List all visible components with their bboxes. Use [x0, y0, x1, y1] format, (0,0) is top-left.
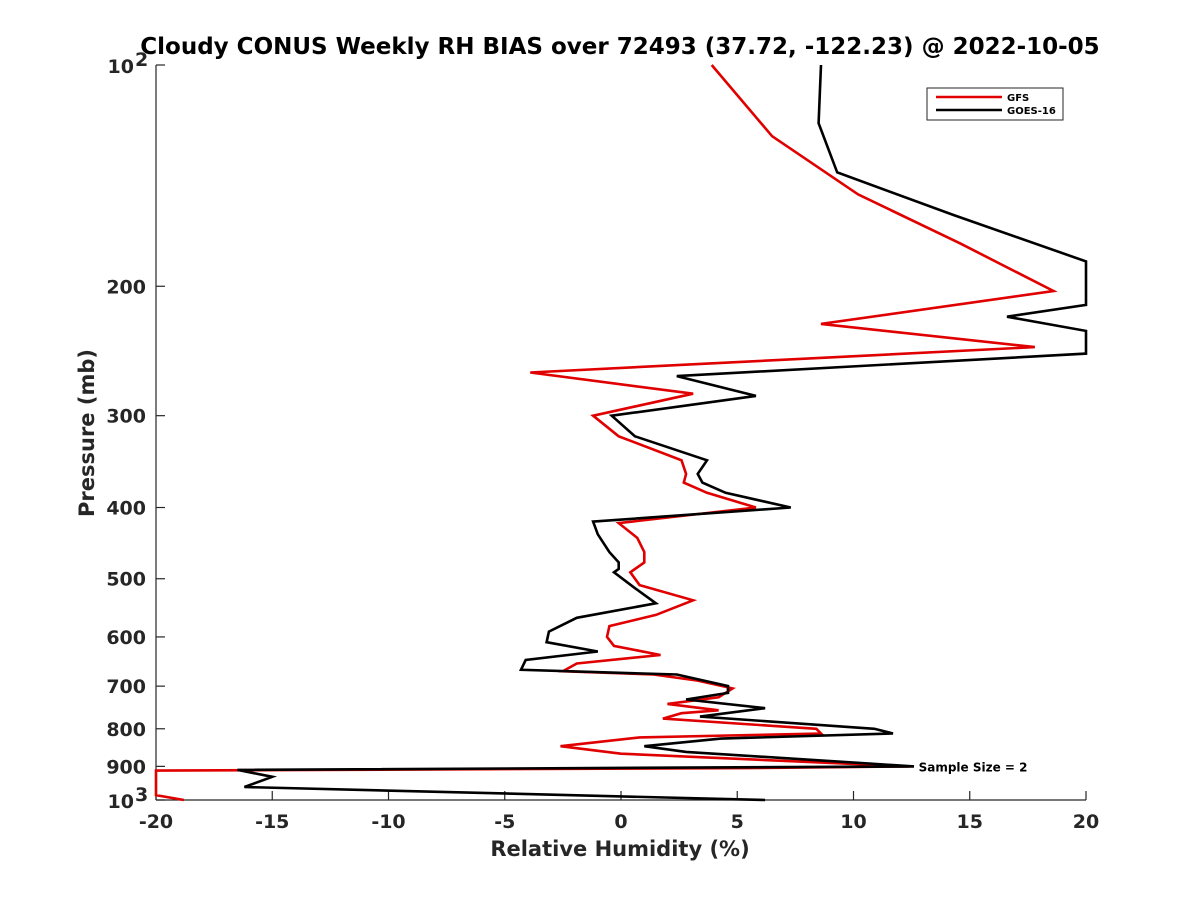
legend-box [926, 87, 1064, 121]
y-tick-label: 500 [106, 569, 146, 591]
y-tick-label: 10 [108, 791, 134, 813]
sample-size-annotation: Sample Size = 2 [919, 760, 1028, 774]
x-tick-label: 5 [731, 811, 744, 833]
x-tick-label: 10 [840, 811, 866, 833]
y-tick-label: 300 [106, 406, 146, 428]
x-tick-label: 0 [614, 811, 627, 833]
x-tick-label: -20 [139, 811, 173, 833]
y-tick-label: 200 [106, 276, 146, 298]
y-tick-label: 800 [106, 719, 146, 741]
y-tick-label: 900 [106, 756, 146, 778]
x-tick-label: 20 [1073, 811, 1099, 833]
y-axis-label: Pressure (mb) [75, 349, 99, 517]
chart-title: Cloudy CONUS Weekly RH BIAS over 72493 (… [140, 34, 1099, 60]
series-lines [154, 64, 1088, 802]
y-tick-label: 10 [108, 56, 134, 78]
y-tick-label-base: 10 [108, 791, 134, 813]
y-tick-label: 700 [106, 676, 146, 698]
x-axis-label: Relative Humidity (%) [490, 837, 749, 861]
x-tick-label: -10 [371, 811, 405, 833]
x-ticks: -20 -15 -10 -5 0 5 10 15 20 [139, 791, 1099, 833]
legend: GFS GOES-16 [926, 87, 1064, 121]
y-tick-label: 600 [106, 627, 146, 649]
y-tick-label-base: 10 [108, 56, 134, 78]
y-tick-label-exponent: 2 [135, 49, 148, 71]
x-tick-label: -15 [255, 811, 289, 833]
y-tick-label: 400 [106, 498, 146, 520]
legend-label-gfs: GFS [1007, 93, 1029, 104]
series-line-gfs [154, 64, 1058, 802]
y-tick-label-exponent: 3 [135, 784, 148, 806]
legend-label-goes16: GOES-16 [1007, 106, 1056, 117]
x-tick-label: 15 [957, 811, 983, 833]
plot-area: -20 -15 -10 -5 0 5 10 15 20 10 220030040050060070… [106, 49, 1099, 833]
series-line-goes16 [237, 64, 1088, 802]
x-tick-label: -5 [494, 811, 515, 833]
